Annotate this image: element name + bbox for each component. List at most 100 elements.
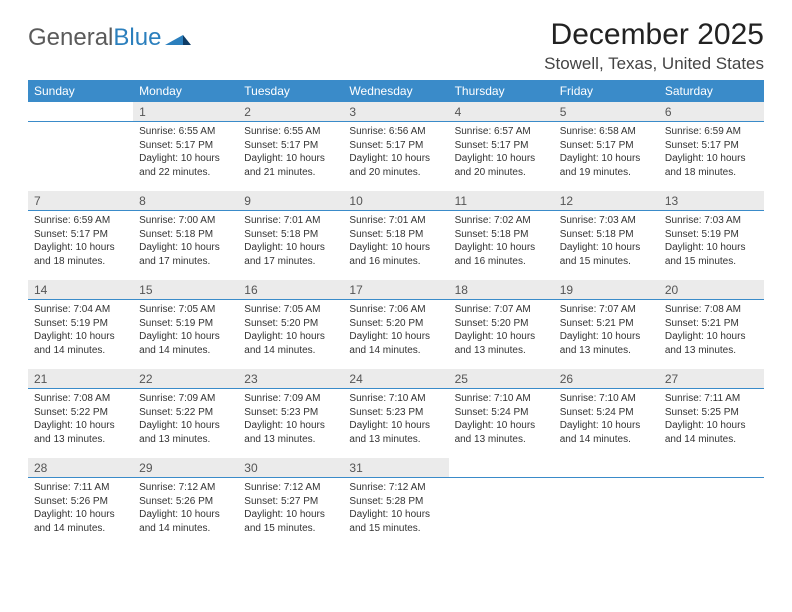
sunrise-line: Sunrise: 7:09 AM <box>244 392 337 406</box>
brand-part2: Blue <box>113 24 161 52</box>
daynum-row: 123456 <box>28 102 764 122</box>
day-number: 20 <box>659 280 764 300</box>
sunrise-line: Sunrise: 7:05 AM <box>139 303 232 317</box>
day-number: 7 <box>28 191 133 211</box>
day-number: 31 <box>343 458 448 478</box>
daylight-line: Daylight: 10 hours and 14 minutes. <box>560 419 653 446</box>
sunset-line: Sunset: 5:20 PM <box>349 317 442 331</box>
sunrise-line: Sunrise: 7:12 AM <box>349 481 442 495</box>
day-number-empty <box>659 458 764 478</box>
daylight-line: Daylight: 10 hours and 17 minutes. <box>139 241 232 268</box>
sunrise-line: Sunrise: 6:55 AM <box>139 125 232 139</box>
sunrise-line: Sunrise: 7:05 AM <box>244 303 337 317</box>
daynum-row: 28293031 <box>28 458 764 478</box>
dow-header-row: Sunday Monday Tuesday Wednesday Thursday… <box>28 80 764 102</box>
sunset-line: Sunset: 5:20 PM <box>455 317 548 331</box>
daylight-line: Daylight: 10 hours and 14 minutes. <box>139 330 232 357</box>
sunset-line: Sunset: 5:18 PM <box>560 228 653 242</box>
sunrise-line: Sunrise: 6:59 AM <box>665 125 758 139</box>
daynum-row: 21222324252627 <box>28 369 764 389</box>
daylight-line: Daylight: 10 hours and 13 minutes. <box>665 330 758 357</box>
day-details: Sunrise: 7:10 AMSunset: 5:24 PMDaylight:… <box>449 389 554 453</box>
calendar-table: Sunday Monday Tuesday Wednesday Thursday… <box>28 80 764 541</box>
sunset-line: Sunset: 5:23 PM <box>244 406 337 420</box>
sunrise-line: Sunrise: 7:08 AM <box>665 303 758 317</box>
day-number: 13 <box>659 191 764 211</box>
sunrise-line: Sunrise: 6:55 AM <box>244 125 337 139</box>
sunrise-line: Sunrise: 7:11 AM <box>34 481 127 495</box>
day-number: 29 <box>133 458 238 478</box>
day-number: 28 <box>28 458 133 478</box>
daylight-line: Daylight: 10 hours and 13 minutes. <box>455 419 548 446</box>
day-details: Sunrise: 7:07 AMSunset: 5:20 PMDaylight:… <box>449 300 554 364</box>
sunset-line: Sunset: 5:22 PM <box>34 406 127 420</box>
detail-row: Sunrise: 7:11 AMSunset: 5:26 PMDaylight:… <box>28 478 764 542</box>
day-number: 15 <box>133 280 238 300</box>
day-details: Sunrise: 7:11 AMSunset: 5:26 PMDaylight:… <box>28 478 133 542</box>
day-number: 2 <box>238 102 343 122</box>
day-details: Sunrise: 7:06 AMSunset: 5:20 PMDaylight:… <box>343 300 448 364</box>
day-details: Sunrise: 7:12 AMSunset: 5:27 PMDaylight:… <box>238 478 343 542</box>
sunset-line: Sunset: 5:19 PM <box>34 317 127 331</box>
sunset-line: Sunset: 5:19 PM <box>139 317 232 331</box>
day-details: Sunrise: 7:05 AMSunset: 5:20 PMDaylight:… <box>238 300 343 364</box>
day-number: 8 <box>133 191 238 211</box>
daylight-line: Daylight: 10 hours and 18 minutes. <box>34 241 127 268</box>
sunrise-line: Sunrise: 6:56 AM <box>349 125 442 139</box>
dow-header: Sunday <box>28 80 133 102</box>
day-number: 24 <box>343 369 448 389</box>
daylight-line: Daylight: 10 hours and 14 minutes. <box>34 508 127 535</box>
detail-row: Sunrise: 6:59 AMSunset: 5:17 PMDaylight:… <box>28 211 764 275</box>
day-number: 21 <box>28 369 133 389</box>
day-details: Sunrise: 7:07 AMSunset: 5:21 PMDaylight:… <box>554 300 659 364</box>
brand-logo: GeneralBlue <box>28 18 191 52</box>
daylight-line: Daylight: 10 hours and 13 minutes. <box>34 419 127 446</box>
sunrise-line: Sunrise: 7:03 AM <box>665 214 758 228</box>
sunrise-line: Sunrise: 7:10 AM <box>455 392 548 406</box>
calendar-page: GeneralBlue December 2025 Stowell, Texas… <box>0 0 792 541</box>
sunset-line: Sunset: 5:17 PM <box>34 228 127 242</box>
sunset-line: Sunset: 5:22 PM <box>139 406 232 420</box>
sunrise-line: Sunrise: 7:12 AM <box>244 481 337 495</box>
day-details: Sunrise: 7:11 AMSunset: 5:25 PMDaylight:… <box>659 389 764 453</box>
detail-row: Sunrise: 7:08 AMSunset: 5:22 PMDaylight:… <box>28 389 764 453</box>
daylight-line: Daylight: 10 hours and 16 minutes. <box>349 241 442 268</box>
sunset-line: Sunset: 5:17 PM <box>665 139 758 153</box>
sunset-line: Sunset: 5:18 PM <box>139 228 232 242</box>
day-details: Sunrise: 7:08 AMSunset: 5:22 PMDaylight:… <box>28 389 133 453</box>
day-details: Sunrise: 6:55 AMSunset: 5:17 PMDaylight:… <box>133 122 238 186</box>
daylight-line: Daylight: 10 hours and 14 minutes. <box>244 330 337 357</box>
daylight-line: Daylight: 10 hours and 13 minutes. <box>349 419 442 446</box>
day-details: Sunrise: 6:59 AMSunset: 5:17 PMDaylight:… <box>28 211 133 275</box>
day-number: 18 <box>449 280 554 300</box>
dow-header: Saturday <box>659 80 764 102</box>
day-details: Sunrise: 7:10 AMSunset: 5:24 PMDaylight:… <box>554 389 659 453</box>
day-number: 3 <box>343 102 448 122</box>
daylight-line: Daylight: 10 hours and 14 minutes. <box>139 508 232 535</box>
daylight-line: Daylight: 10 hours and 21 minutes. <box>244 152 337 179</box>
sunset-line: Sunset: 5:24 PM <box>455 406 548 420</box>
title-block: December 2025 Stowell, Texas, United Sta… <box>544 18 764 74</box>
daylight-line: Daylight: 10 hours and 14 minutes. <box>34 330 127 357</box>
day-details: Sunrise: 6:55 AMSunset: 5:17 PMDaylight:… <box>238 122 343 186</box>
sunrise-line: Sunrise: 7:11 AM <box>665 392 758 406</box>
day-number: 10 <box>343 191 448 211</box>
sunrise-line: Sunrise: 7:07 AM <box>455 303 548 317</box>
daylight-line: Daylight: 10 hours and 13 minutes. <box>244 419 337 446</box>
day-number: 4 <box>449 102 554 122</box>
day-number: 14 <box>28 280 133 300</box>
daynum-row: 14151617181920 <box>28 280 764 300</box>
day-number: 30 <box>238 458 343 478</box>
day-details: Sunrise: 6:59 AMSunset: 5:17 PMDaylight:… <box>659 122 764 186</box>
day-details-empty <box>554 478 659 542</box>
day-details: Sunrise: 6:56 AMSunset: 5:17 PMDaylight:… <box>343 122 448 186</box>
sunrise-line: Sunrise: 7:10 AM <box>560 392 653 406</box>
sunset-line: Sunset: 5:20 PM <box>244 317 337 331</box>
sunset-line: Sunset: 5:17 PM <box>244 139 337 153</box>
sunset-line: Sunset: 5:17 PM <box>139 139 232 153</box>
day-details-empty <box>659 478 764 542</box>
sunrise-line: Sunrise: 7:12 AM <box>139 481 232 495</box>
day-number: 11 <box>449 191 554 211</box>
brand-part1: General <box>28 24 113 52</box>
daylight-line: Daylight: 10 hours and 13 minutes. <box>560 330 653 357</box>
